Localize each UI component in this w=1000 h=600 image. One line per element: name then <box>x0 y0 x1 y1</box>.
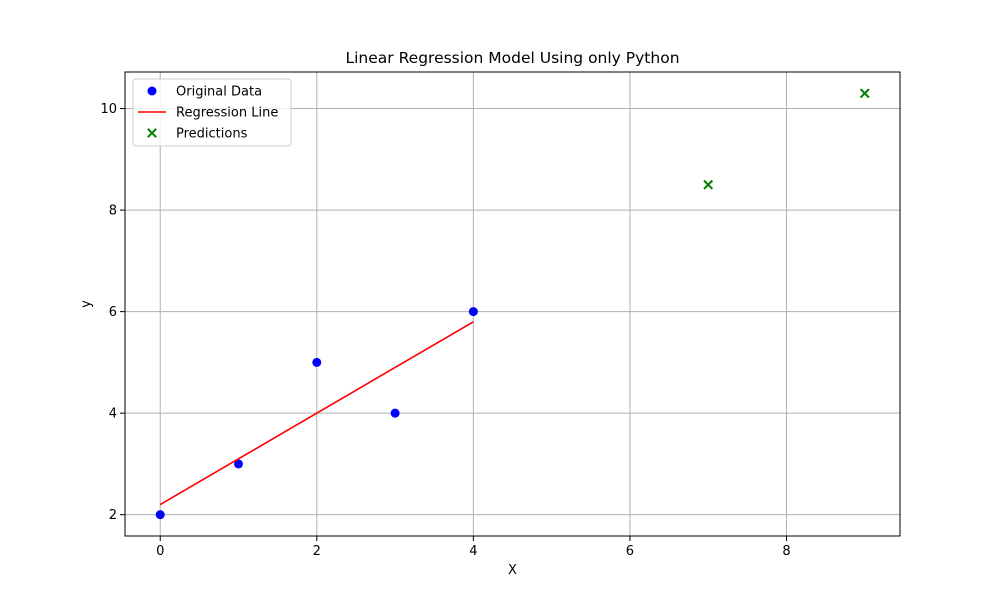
x-tick-label: 6 <box>626 544 634 559</box>
legend: Original Data Regression Line Predictions <box>132 78 292 147</box>
y-tick-label: 6 <box>109 305 117 320</box>
legend-label: Original Data <box>176 85 262 100</box>
legend-box <box>132 78 292 147</box>
data-point <box>312 357 322 367</box>
x-tick-label: 4 <box>469 544 477 559</box>
legend-label: Regression Line <box>176 106 278 121</box>
x-tick-label: 8 <box>782 544 790 559</box>
prediction-point <box>703 179 714 190</box>
x-axis-label: X <box>508 563 517 578</box>
prediction-point <box>859 88 870 99</box>
y-axis-label: y <box>79 300 94 308</box>
data-point <box>390 408 400 418</box>
y-tick-label: 4 <box>109 407 117 422</box>
plot-area <box>155 88 870 520</box>
axes-frame <box>124 71 901 537</box>
y-tick-label: 10 <box>100 102 117 117</box>
y-tick-label: 2 <box>109 508 117 523</box>
marker-stroke <box>703 179 714 190</box>
legend-swatch-circle <box>147 86 157 96</box>
x-tick-label: 0 <box>156 544 164 559</box>
data-point <box>468 307 478 317</box>
legend-label: Predictions <box>176 127 248 142</box>
grid <box>125 72 900 536</box>
marker-stroke <box>147 128 157 138</box>
y-tick-label: 8 <box>109 204 117 219</box>
data-point <box>234 459 244 469</box>
data-point <box>155 510 165 520</box>
marker-stroke <box>859 88 870 99</box>
x-tick-label: 2 <box>313 544 321 559</box>
axis-ticks: 0 2 4 6 8 2 4 6 8 10 <box>100 102 790 559</box>
chart-title: Linear Regression Model Using only Pytho… <box>345 49 679 67</box>
regression-line <box>159 321 474 506</box>
legend-swatch-x <box>147 128 157 138</box>
